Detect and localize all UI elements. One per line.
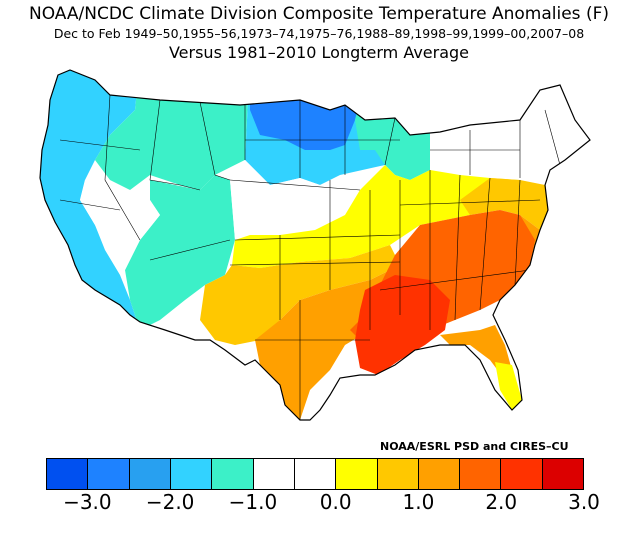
legend-tick-label: −3.0: [63, 490, 112, 514]
region-mid-atlantic: [460, 178, 548, 230]
region-great-basin: [80, 180, 160, 270]
region-ohio-valley: [232, 165, 530, 268]
data-source-credit: NOAA/ESRL PSD and CIRES–CU: [380, 440, 569, 453]
region-south-florida: [495, 362, 522, 410]
legend-tick-label: 2.0: [485, 490, 518, 514]
region-new-england: [430, 70, 590, 185]
legend-swatch-10: [460, 459, 502, 489]
legend-tick-label: −1.0: [228, 490, 278, 514]
legend-swatch-3: [170, 459, 213, 489]
map-subtitle-baseline: Versus 1981–2010 Longterm Average: [168, 43, 470, 62]
legend-tick-label: 3.0: [568, 490, 600, 514]
legend-swatch-2: [129, 459, 171, 489]
legend-swatch-1: [88, 459, 130, 489]
legend-swatch-0: [47, 459, 89, 489]
region-florida: [440, 325, 512, 380]
legend-tick-label: 1.0: [402, 490, 435, 514]
legend-tick-label: −2.0: [145, 490, 195, 514]
legend-swatch-8: [377, 459, 419, 489]
legend-swatch-6: [294, 459, 337, 489]
legend-swatch-12: [542, 459, 584, 489]
legend-swatch-5: [253, 459, 295, 489]
region-central-plains: [215, 160, 360, 240]
map-title: NOAA/NCDC Climate Division Composite Tem…: [28, 4, 609, 24]
legend-tick-label: 0.0: [319, 490, 352, 514]
legend-swatch-9: [418, 459, 461, 489]
legend-swatch-11: [501, 459, 543, 489]
map-subtitle-period: Dec to Feb 1949–50,1955–56,1973–74,1975–…: [53, 26, 585, 41]
color-legend-bar: [46, 458, 584, 490]
legend-swatch-4: [212, 459, 254, 489]
color-legend-ticks: −3.0 −2.0 −1.0 0.0 1.0 2.0 3.0: [0, 490, 638, 530]
legend-swatch-7: [336, 459, 378, 489]
region-lower-mississippi: [355, 275, 450, 375]
division-boundaries: [59, 94, 561, 420]
region-southern-plains: [200, 245, 400, 345]
us-climate-division-map: [39, 69, 591, 421]
